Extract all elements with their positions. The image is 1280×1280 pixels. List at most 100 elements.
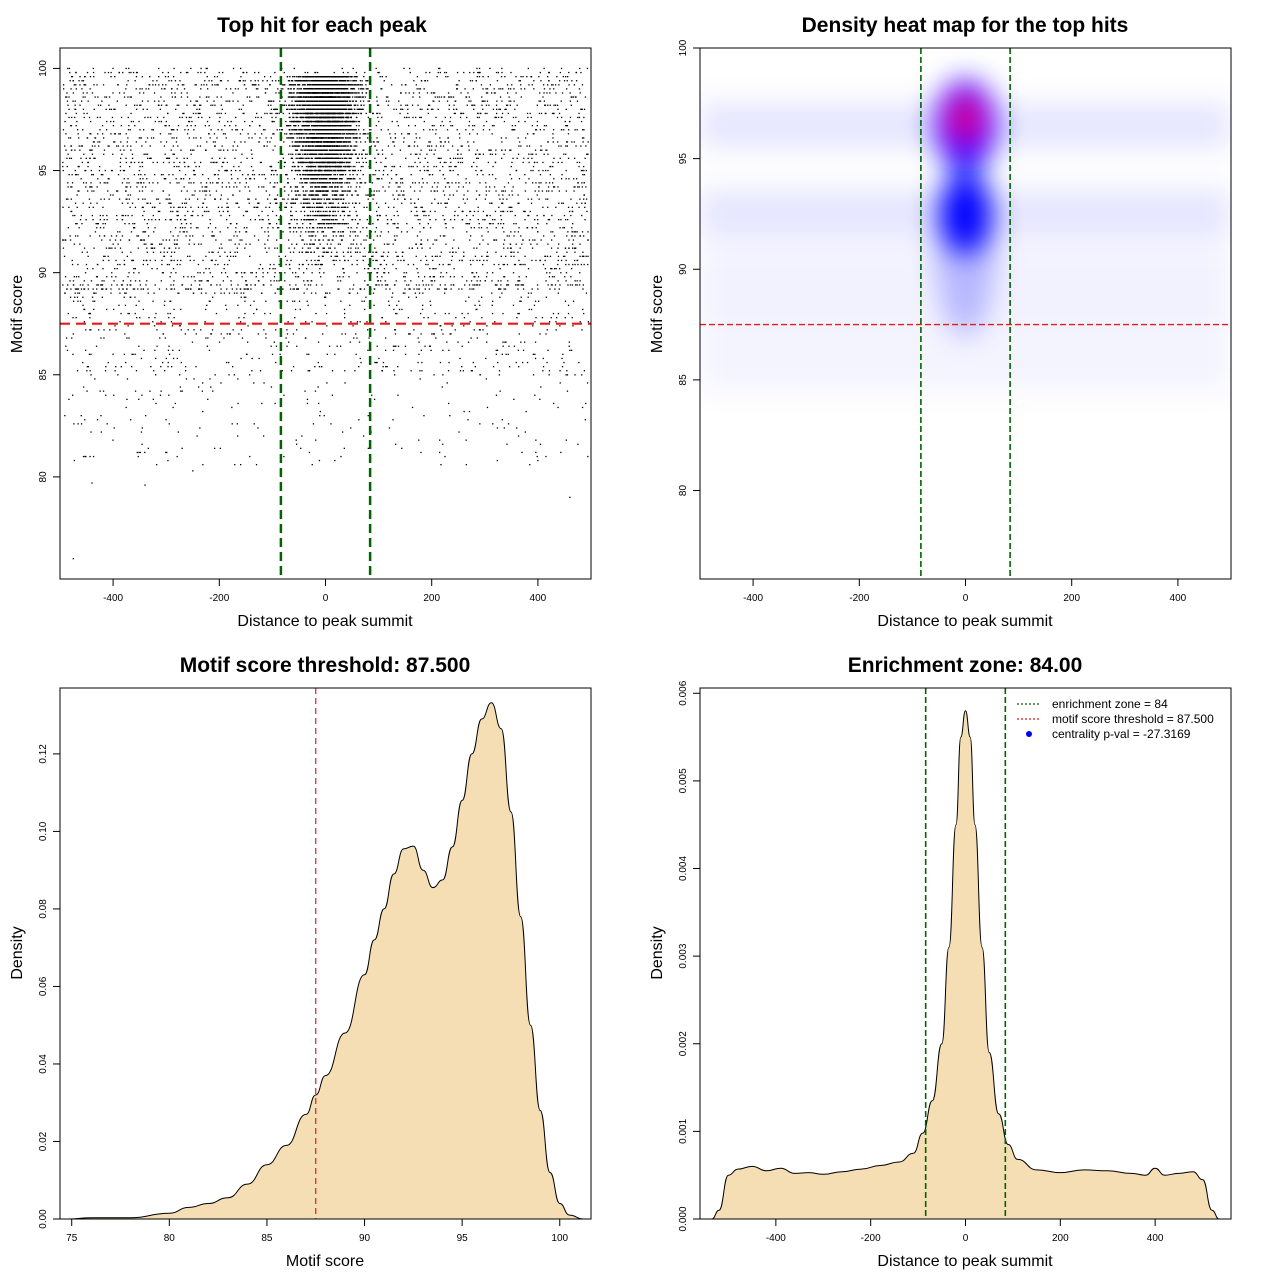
scatter-point <box>416 235 419 237</box>
scatter-point <box>346 182 348 184</box>
scatter-point <box>325 206 328 208</box>
scatter-point <box>330 84 332 86</box>
scatter-point <box>80 423 83 425</box>
scatter-point <box>348 133 350 135</box>
scatter-point <box>318 116 321 119</box>
scatter-point <box>312 129 314 131</box>
scatter-point <box>285 206 287 208</box>
scatter-point <box>86 251 88 253</box>
scatter-point <box>329 104 332 106</box>
scatter-point <box>221 108 223 110</box>
scatter-point <box>311 120 313 123</box>
scatter-point <box>332 80 334 82</box>
scatter-point <box>309 112 312 115</box>
scatter-point <box>326 382 328 384</box>
scatter-point <box>343 153 345 155</box>
scatter-point <box>310 153 312 155</box>
scatter-point <box>324 133 326 135</box>
scatter-point <box>331 206 334 208</box>
scatter-point <box>330 227 332 229</box>
scatter-point <box>353 129 355 131</box>
scatter-point <box>350 108 352 110</box>
scatter-point <box>328 96 330 98</box>
scatter-point <box>304 84 306 86</box>
scatter-point <box>309 84 311 86</box>
scatter-point <box>306 129 308 131</box>
scatter-point <box>299 84 301 86</box>
scatter-point <box>244 141 246 143</box>
scatter-point <box>329 137 332 139</box>
scatter-point <box>354 92 356 94</box>
scatter-point <box>350 129 352 131</box>
scatter-point <box>318 141 321 143</box>
scatter-point <box>322 333 324 335</box>
scatter-point <box>304 133 306 135</box>
scatter-point <box>362 100 365 102</box>
scatter-point <box>350 157 352 159</box>
scatter-point <box>395 182 397 184</box>
scatter-point <box>330 137 332 139</box>
scatter-point <box>321 284 323 286</box>
scatter-point <box>290 133 292 135</box>
scatter-point <box>304 153 307 155</box>
scatter-point <box>350 251 352 253</box>
scatter-point <box>313 84 315 86</box>
scatter-point <box>338 104 340 106</box>
scatter-point <box>402 194 404 196</box>
scatter-point <box>305 120 308 123</box>
scatter-point <box>296 104 298 106</box>
scatter-point <box>301 182 304 184</box>
scatter-point <box>375 125 377 127</box>
scatter-point <box>357 104 359 106</box>
scatter-point <box>312 243 314 245</box>
scatter-point <box>321 129 323 131</box>
scatter-point <box>339 100 342 102</box>
scatter-point <box>285 104 287 106</box>
scatter-point <box>299 96 302 98</box>
scatter-point <box>320 84 323 86</box>
scatter-point <box>333 153 335 155</box>
scatter-point <box>583 312 585 315</box>
scatter-point <box>326 157 328 159</box>
scatter-point <box>317 80 319 82</box>
scatter-point <box>305 96 308 98</box>
scatter-point <box>349 100 351 102</box>
scatter-point <box>296 145 298 147</box>
scatter-point <box>304 76 306 78</box>
scatter-point <box>347 153 349 155</box>
scatter-point <box>337 202 340 204</box>
scatter-point <box>337 231 340 233</box>
scatter-point <box>312 182 314 184</box>
scatter-point <box>334 255 336 257</box>
scatter-point <box>303 125 305 127</box>
scatter-point <box>301 108 303 110</box>
scatter-point <box>296 137 298 139</box>
scatter-point <box>328 92 330 94</box>
scatter-point <box>304 149 306 151</box>
scatter-point <box>311 190 313 192</box>
scatter-point <box>308 194 310 196</box>
scatter-point <box>323 145 325 147</box>
scatter-point <box>325 76 327 78</box>
scatter-point <box>350 133 352 135</box>
scatter-point <box>353 137 355 139</box>
scatter-point <box>334 149 337 151</box>
scatter-point <box>334 108 336 110</box>
scatter-point <box>316 104 318 106</box>
scatter-point <box>332 235 334 237</box>
scatter-point <box>296 186 298 188</box>
scatter-point <box>318 125 320 127</box>
scatter-point <box>341 133 343 135</box>
scatter-point <box>321 80 323 82</box>
scatter-point <box>294 190 296 192</box>
scatter-point <box>319 268 321 270</box>
scatter-point <box>345 80 347 82</box>
scatter-point <box>339 112 341 115</box>
scatter-point <box>365 84 367 86</box>
scatter-point <box>346 104 348 106</box>
scatter-point <box>314 194 316 196</box>
scatter-point <box>318 88 320 90</box>
scatter-point <box>322 88 324 90</box>
scatter-point <box>308 129 310 131</box>
scatter-point <box>359 133 361 135</box>
